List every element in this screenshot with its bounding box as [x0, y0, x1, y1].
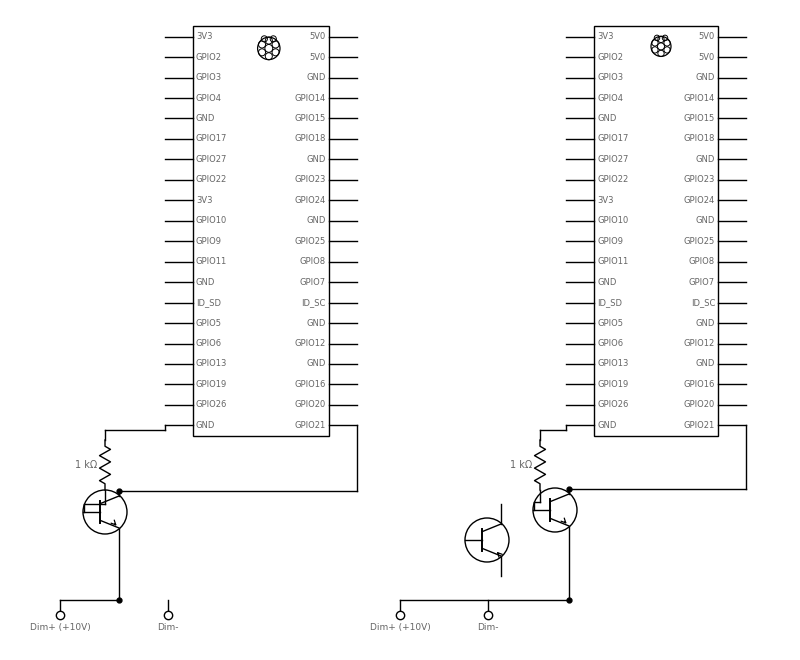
Text: 5V0: 5V0 [698, 32, 715, 41]
Text: GND: GND [597, 278, 616, 286]
Text: GND: GND [597, 421, 616, 430]
Text: GPIO18: GPIO18 [294, 135, 326, 143]
Text: GND: GND [696, 73, 715, 82]
Text: Dim+ (+10V): Dim+ (+10V) [370, 623, 430, 632]
Text: GPIO24: GPIO24 [294, 196, 326, 205]
Text: GPIO8: GPIO8 [689, 257, 715, 266]
Text: GPIO15: GPIO15 [684, 114, 715, 123]
Text: GPIO15: GPIO15 [294, 114, 326, 123]
Text: GPIO10: GPIO10 [196, 216, 227, 225]
Text: GPIO22: GPIO22 [196, 176, 227, 184]
Text: GND: GND [597, 114, 616, 123]
Text: GND: GND [196, 278, 215, 286]
Text: GPIO20: GPIO20 [684, 401, 715, 409]
Text: GPIO16: GPIO16 [294, 380, 326, 389]
Text: GPIO5: GPIO5 [597, 319, 623, 327]
Text: GPIO8: GPIO8 [300, 257, 326, 266]
Text: GND: GND [306, 319, 326, 327]
Text: GPIO18: GPIO18 [684, 135, 715, 143]
Text: GND: GND [196, 114, 215, 123]
Text: GND: GND [306, 155, 326, 164]
Text: GPIO12: GPIO12 [294, 339, 326, 348]
Text: Dim+ (+10V): Dim+ (+10V) [30, 623, 90, 632]
Text: GPIO11: GPIO11 [196, 257, 227, 266]
Text: ID_SD: ID_SD [196, 298, 221, 307]
Text: GPIO17: GPIO17 [196, 135, 227, 143]
Text: 5V0: 5V0 [310, 32, 326, 41]
Text: GPIO9: GPIO9 [196, 237, 222, 246]
Text: GPIO13: GPIO13 [597, 360, 628, 368]
Text: Dim-: Dim- [158, 623, 178, 632]
Text: ID_SC: ID_SC [302, 298, 326, 307]
Text: GND: GND [306, 73, 326, 82]
Text: 5V0: 5V0 [698, 53, 715, 61]
Text: GPIO2: GPIO2 [597, 53, 623, 61]
Text: Dim-: Dim- [478, 623, 498, 632]
Text: ID_SC: ID_SC [690, 298, 715, 307]
Text: 3V3: 3V3 [196, 196, 212, 205]
Bar [594, 26, 718, 436]
Text: GPIO4: GPIO4 [196, 94, 222, 102]
Text: GPIO26: GPIO26 [597, 401, 628, 409]
Text: GPIO10: GPIO10 [597, 216, 628, 225]
Text: GPIO3: GPIO3 [597, 73, 623, 82]
Text: GND: GND [696, 319, 715, 327]
Text: GPIO16: GPIO16 [684, 380, 715, 389]
Text: GPIO25: GPIO25 [684, 237, 715, 246]
Text: GPIO13: GPIO13 [196, 360, 227, 368]
Text: GPIO19: GPIO19 [597, 380, 628, 389]
Text: GND: GND [196, 421, 215, 430]
Text: GPIO3: GPIO3 [196, 73, 222, 82]
Text: GND: GND [306, 360, 326, 368]
Text: GND: GND [696, 216, 715, 225]
Text: 3V3: 3V3 [597, 32, 614, 41]
Text: 3V3: 3V3 [196, 32, 212, 41]
Text: 5V0: 5V0 [310, 53, 326, 61]
Text: GPIO21: GPIO21 [684, 421, 715, 430]
Text: GPIO4: GPIO4 [597, 94, 623, 102]
Text: GPIO20: GPIO20 [294, 401, 326, 409]
Text: GPIO5: GPIO5 [196, 319, 222, 327]
Text: GPIO25: GPIO25 [294, 237, 326, 246]
Text: GPIO6: GPIO6 [196, 339, 222, 348]
Text: GPIO12: GPIO12 [684, 339, 715, 348]
Text: GND: GND [696, 155, 715, 164]
Text: 1 kΩ: 1 kΩ [510, 460, 532, 470]
Text: GPIO26: GPIO26 [196, 401, 227, 409]
Text: GPIO23: GPIO23 [294, 176, 326, 184]
Text: GPIO21: GPIO21 [294, 421, 326, 430]
Text: 3V3: 3V3 [597, 196, 614, 205]
Text: GPIO11: GPIO11 [597, 257, 628, 266]
Text: ID_SD: ID_SD [597, 298, 622, 307]
Text: GPIO17: GPIO17 [597, 135, 628, 143]
Bar [193, 26, 329, 436]
Text: GPIO22: GPIO22 [597, 176, 628, 184]
Text: GPIO9: GPIO9 [597, 237, 623, 246]
Text: GPIO24: GPIO24 [684, 196, 715, 205]
Text: GPIO6: GPIO6 [597, 339, 623, 348]
Text: 1 kΩ: 1 kΩ [74, 460, 97, 470]
Text: GPIO23: GPIO23 [684, 176, 715, 184]
Text: GPIO27: GPIO27 [597, 155, 628, 164]
Text: GPIO14: GPIO14 [294, 94, 326, 102]
Text: GPIO27: GPIO27 [196, 155, 227, 164]
Text: GND: GND [696, 360, 715, 368]
Text: GPIO19: GPIO19 [196, 380, 227, 389]
Text: GPIO7: GPIO7 [689, 278, 715, 286]
Text: GPIO14: GPIO14 [684, 94, 715, 102]
Text: GPIO7: GPIO7 [300, 278, 326, 286]
Text: GND: GND [306, 216, 326, 225]
Text: GPIO2: GPIO2 [196, 53, 222, 61]
